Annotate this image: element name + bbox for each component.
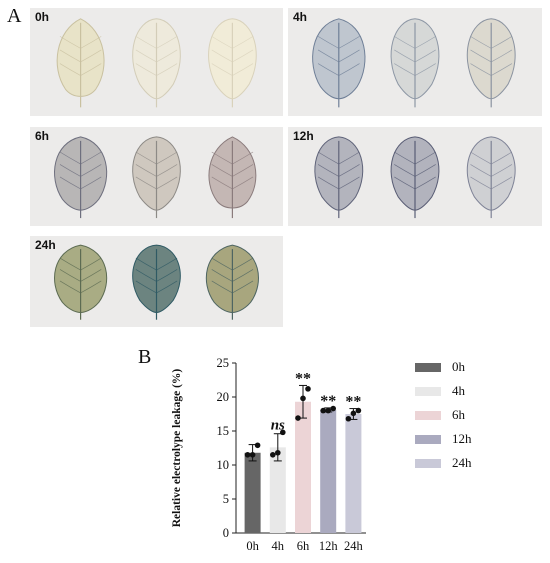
- leaf-photo-6h-image: [54, 136, 257, 219]
- x-tick-label: 4h: [272, 539, 285, 553]
- legend-swatch: [415, 411, 441, 420]
- significance-label: **: [295, 370, 311, 387]
- data-point: [345, 415, 352, 422]
- y-tick-label: 25: [217, 356, 230, 370]
- legend-label: 12h: [452, 431, 472, 446]
- leaf: [312, 18, 366, 108]
- legend-label: 6h: [452, 407, 465, 422]
- x-tick-label: 12h: [319, 539, 339, 553]
- bar: [269, 447, 286, 533]
- legend-swatch: [415, 435, 441, 444]
- y-tick-label: 10: [217, 458, 230, 472]
- leaf: [56, 18, 105, 108]
- y-tick-label: 0: [223, 526, 229, 540]
- leaf-photo-0h: 0h: [30, 8, 283, 116]
- legend-label: 24h: [452, 455, 472, 470]
- leaf: [390, 18, 440, 108]
- significance-label: ns: [271, 418, 285, 434]
- leaf-photo-4h-image: [312, 18, 516, 108]
- data-point: [280, 429, 286, 436]
- leaf: [132, 136, 181, 219]
- significance-label: **: [345, 394, 361, 411]
- legend-item: 6h: [415, 407, 535, 422]
- time-label-12h: 12h: [293, 129, 314, 143]
- x-tick-label: 0h: [246, 539, 259, 553]
- time-label-6h: 6h: [35, 129, 50, 143]
- bar: [320, 409, 337, 533]
- significance-label: **: [320, 393, 336, 410]
- y-tick-label: 15: [217, 424, 230, 438]
- leaf: [208, 18, 257, 108]
- y-tick-label: 5: [223, 492, 229, 506]
- leaf: [390, 136, 440, 219]
- leaf: [132, 244, 181, 320]
- bar: [345, 414, 362, 533]
- leaf: [208, 136, 257, 219]
- data-point: [249, 452, 256, 458]
- leaf-photo-6h: 6h: [30, 127, 283, 226]
- time-label-24h: 24h: [35, 238, 56, 252]
- leaf: [54, 136, 108, 219]
- data-point: [270, 452, 276, 458]
- leaf-photo-24h-image: [54, 244, 259, 320]
- leaf: [205, 244, 259, 320]
- legend-item: 0h: [415, 359, 535, 374]
- leaf: [314, 136, 364, 219]
- data-point: [320, 407, 326, 414]
- data-point: [295, 415, 301, 421]
- legend-swatch: [415, 387, 441, 396]
- data-point: [350, 410, 357, 417]
- data-point: [254, 442, 261, 449]
- x-tick-label: 6h: [297, 539, 310, 553]
- data-point: [275, 449, 281, 456]
- leaf: [132, 18, 181, 108]
- data-point: [305, 386, 311, 392]
- data-point: [244, 452, 251, 458]
- leaf: [466, 136, 516, 219]
- data-point: [355, 407, 362, 414]
- legend-item: 12h: [415, 431, 535, 446]
- legend-item: 4h: [415, 383, 535, 398]
- legend-item: 24h: [415, 455, 535, 470]
- leaf: [54, 244, 108, 320]
- electrolyte-leakage-bar-chart: Relative electrolype leakage (%) 0 5 10 15 2…: [171, 356, 366, 553]
- data-point: [325, 407, 331, 414]
- data-point: [300, 395, 306, 402]
- legend-label: 4h: [452, 383, 465, 398]
- y-tick-label: 20: [217, 390, 230, 404]
- bar: [244, 452, 261, 533]
- y-axis-label: Relative electrolype leakage (%): [171, 369, 183, 528]
- panel-label-a: A: [7, 5, 22, 27]
- leaf-photo-24h: 24h: [30, 236, 283, 327]
- leaf-photo-0h-image: [56, 18, 257, 108]
- x-tick-label: 24h: [344, 539, 364, 553]
- bar: [295, 401, 311, 533]
- leaf-photo-12h-image: [314, 136, 516, 219]
- legend-swatch: [415, 459, 441, 468]
- leaf-photo-12h: 12h: [288, 127, 542, 226]
- legend-label: 0h: [452, 359, 465, 374]
- panel-label-b: B: [138, 346, 152, 368]
- leaf: [466, 18, 516, 108]
- data-point: [330, 405, 336, 412]
- leaf-photo-4h: 4h: [288, 8, 542, 116]
- time-label-0h: 0h: [35, 10, 50, 24]
- legend-swatch: [415, 363, 441, 372]
- time-label-4h: 4h: [293, 10, 308, 24]
